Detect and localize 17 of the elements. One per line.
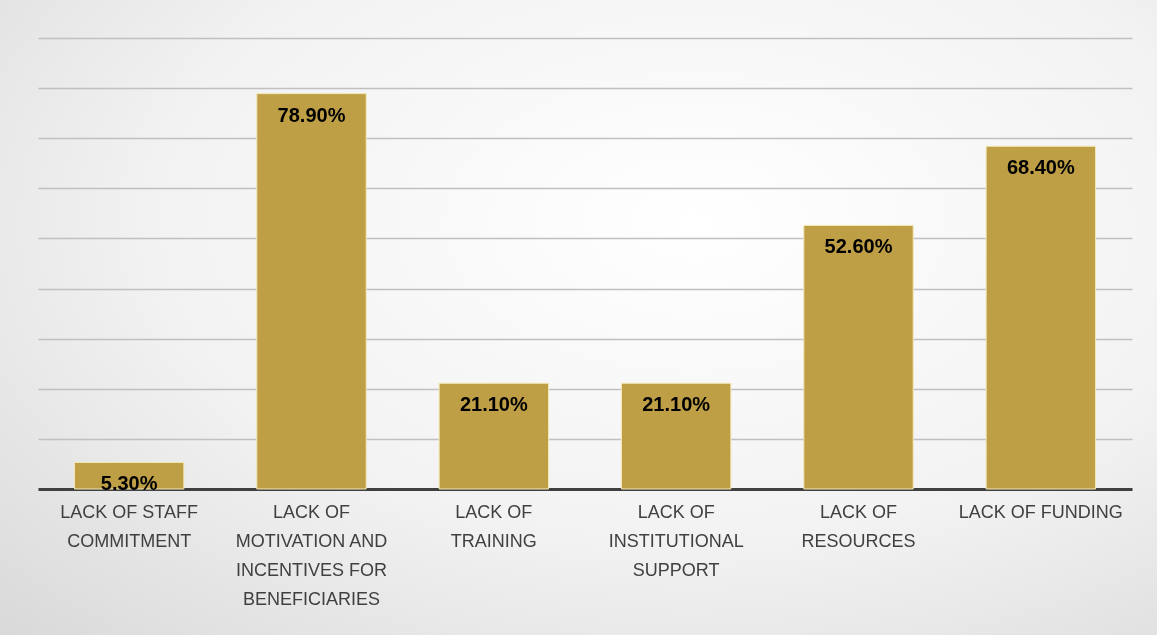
bar <box>985 145 1097 490</box>
data-label: 78.90% <box>277 103 346 126</box>
x-tick-label: LACK OF FUNDING <box>958 501 1123 522</box>
x-tick-label: LACK OF STAFF COMMITMENT <box>60 501 199 551</box>
data-label: 52.60% <box>824 235 893 258</box>
x-tick-label: LACK OF RESOURCES <box>801 501 916 551</box>
data-label: 68.40% <box>1006 156 1075 179</box>
x-tick-label: LACK OF MOTIVATION AND INCENTIVES FOR BENEFICIARIES <box>235 501 388 609</box>
bar <box>620 382 732 490</box>
data-label: 5.30% <box>100 472 158 495</box>
data-label: 21.10% <box>459 393 528 416</box>
bar <box>438 382 550 490</box>
bar <box>803 224 914 490</box>
x-tick-label: LACK OF TRAINING <box>450 501 537 551</box>
x-tick-label: LACK OF INSTITUTIONAL SUPPORT <box>608 501 744 580</box>
bar <box>256 93 367 490</box>
data-label: 21.10% <box>642 393 711 416</box>
